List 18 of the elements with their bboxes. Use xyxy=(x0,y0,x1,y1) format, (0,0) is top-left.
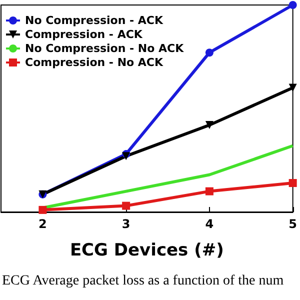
legend-label: Compression - No ACK xyxy=(25,56,164,69)
point xyxy=(288,1,297,9)
point xyxy=(205,121,214,130)
legend-label: No Compression - No ACK xyxy=(25,42,184,55)
x-tick-label: 2 xyxy=(38,217,47,231)
x-tick-label: 5 xyxy=(288,217,298,231)
x-axis-title: ECG Devices (#) xyxy=(70,240,224,260)
x-tick-label: 3 xyxy=(122,217,130,231)
point xyxy=(288,84,297,92)
point xyxy=(122,202,130,210)
text: ECG Average packet loss as a function of the num xyxy=(2,274,284,288)
legend-label: Compression - ACK xyxy=(25,28,143,41)
legend-label: No Compression - ACK xyxy=(25,14,164,27)
point xyxy=(288,179,297,188)
point xyxy=(205,48,214,57)
x-tick-label: 4 xyxy=(205,217,214,231)
point xyxy=(205,187,214,196)
point xyxy=(38,206,47,214)
